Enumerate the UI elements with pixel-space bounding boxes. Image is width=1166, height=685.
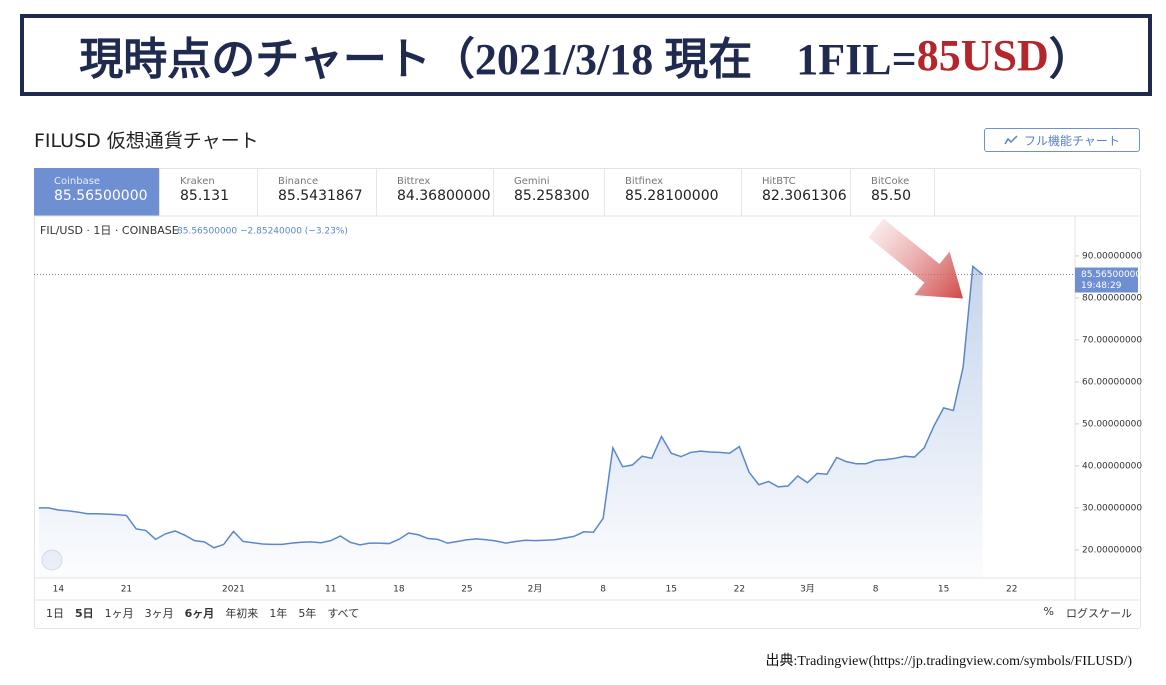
x-tick-label: 22 bbox=[734, 585, 745, 595]
range-button[interactable]: すべて bbox=[327, 607, 360, 620]
exchange-name: Bittrex bbox=[397, 176, 431, 187]
exchange-price: 85.5431867 bbox=[278, 188, 363, 204]
exchange-price: 85.131 bbox=[180, 188, 229, 204]
exchange-tabs: Coinbase 85.56500000 Kraken 85.131 Binance 85… bbox=[34, 168, 935, 216]
header-title-end: ） bbox=[1048, 35, 1093, 84]
full-chart-label: フル機能チャート bbox=[1024, 133, 1120, 148]
x-tick-label: 3月 bbox=[800, 584, 815, 595]
x-tick-label: 21 bbox=[121, 585, 132, 595]
exchange-tab[interactable]: Bitfinex 85.28100000 bbox=[605, 168, 742, 216]
exchange-name: Binance bbox=[278, 176, 319, 187]
exchange-tab[interactable]: Binance 85.5431867 bbox=[258, 168, 377, 216]
quote-info: 85.56500000 −2.85240000 (−3.23%) bbox=[177, 227, 348, 237]
header: 現時点のチャート（2021/3/18 現在 1FIL= 85USD） bbox=[20, 14, 1152, 96]
x-tick-label: 11 bbox=[325, 585, 336, 595]
exchange-tab[interactable]: Coinbase 85.56500000 bbox=[34, 168, 160, 216]
x-tick-label: 8 bbox=[600, 585, 606, 595]
time-label: 19:48:29 bbox=[1081, 281, 1122, 291]
price-label: 85.56500000 bbox=[1081, 270, 1141, 280]
range-toolbar: 1日 5日 1ヶ月 3ヶ月 6ヶ月 年初来 1年 5年 すべて bbox=[46, 605, 359, 621]
range-button[interactable]: 5年 bbox=[298, 607, 317, 620]
log-scale-button[interactable]: ログスケール bbox=[1066, 607, 1132, 620]
x-tick-label: 2月 bbox=[528, 584, 543, 595]
range-button[interactable]: 1日 bbox=[46, 607, 64, 620]
y-tick-label: 30.00000000 bbox=[1082, 503, 1142, 513]
range-button[interactable]: 1年 bbox=[269, 607, 288, 620]
exchange-tab[interactable]: Bittrex 84.36800000 bbox=[377, 168, 494, 216]
percent-button[interactable]: % bbox=[1043, 605, 1054, 618]
range-button[interactable]: 5日 bbox=[75, 607, 94, 620]
y-tick-label: 40.00000000 bbox=[1082, 461, 1142, 471]
exchange-price: 85.56500000 bbox=[54, 188, 148, 204]
x-tick-label: 8 bbox=[873, 585, 879, 595]
range-button[interactable]: 年初来 bbox=[225, 607, 259, 620]
exchange-name: BitCoke bbox=[871, 176, 910, 187]
area-fill bbox=[38, 266, 983, 578]
x-tick-label: 18 bbox=[393, 585, 405, 595]
pointer-arrow bbox=[868, 218, 964, 299]
exchange-name: Kraken bbox=[180, 176, 215, 187]
exchange-tab[interactable]: BitCoke 85.50 bbox=[851, 168, 935, 216]
exchange-tab[interactable]: Gemini 85.258300 bbox=[494, 168, 605, 216]
header-highlight: 85USD bbox=[916, 30, 1049, 80]
range-button[interactable]: 3ヶ月 bbox=[144, 607, 174, 620]
x-tick-label: 25 bbox=[461, 585, 472, 595]
chart-icon bbox=[1004, 135, 1018, 145]
x-tick-label: 15 bbox=[666, 585, 677, 595]
symbol-info: FIL/USD · 1日 · COINBASE bbox=[40, 224, 179, 237]
exchange-price: 85.258300 bbox=[514, 188, 590, 204]
exchange-price: 85.28100000 bbox=[625, 188, 719, 204]
x-tick-label: 22 bbox=[1006, 585, 1017, 595]
x-tick-label: 2021 bbox=[222, 585, 245, 595]
y-tick-label: 50.00000000 bbox=[1082, 419, 1142, 429]
exchange-price: 82.3061306 bbox=[762, 188, 847, 204]
price-label-box bbox=[1075, 267, 1138, 293]
y-tick-label: 60.00000000 bbox=[1082, 377, 1142, 387]
range-button[interactable]: 1ヶ月 bbox=[104, 607, 134, 620]
y-tick-label: 20.00000000 bbox=[1082, 545, 1142, 555]
exchange-price: 84.36800000 bbox=[397, 188, 491, 204]
scale-toolbar: % ログスケール bbox=[1044, 605, 1132, 621]
range-button[interactable]: 6ヶ月 bbox=[184, 607, 215, 620]
y-tick-label: 90.00000000 bbox=[1082, 251, 1142, 261]
x-tick-label: 14 bbox=[53, 585, 65, 595]
full-chart-button[interactable]: フル機能チャート bbox=[984, 128, 1140, 152]
exchange-name: Bitfinex bbox=[625, 176, 664, 187]
panel-title: FILUSD 仮想通貨チャート bbox=[34, 130, 259, 152]
chart-panel bbox=[34, 168, 1141, 629]
exchange-name: HitBTC bbox=[762, 176, 796, 187]
source: 出典:Tradingview(https://jp.tradingview.co… bbox=[765, 654, 1132, 669]
exchange-name: Gemini bbox=[514, 176, 550, 187]
exchange-tab[interactable]: HitBTC 82.3061306 bbox=[742, 168, 851, 216]
exchange-price: 85.50 bbox=[871, 188, 912, 204]
y-tick-label: 80.00000000 bbox=[1082, 293, 1142, 303]
y-tick-label: 70.00000000 bbox=[1082, 335, 1142, 345]
header-title: 現時点のチャート（2021/3/18 現在 1FIL= bbox=[79, 35, 917, 84]
exchange-tab[interactable]: Kraken 85.131 bbox=[160, 168, 258, 216]
exchange-name: Coinbase bbox=[54, 176, 101, 187]
x-tick-label: 15 bbox=[938, 585, 949, 595]
price-line bbox=[38, 264, 984, 549]
